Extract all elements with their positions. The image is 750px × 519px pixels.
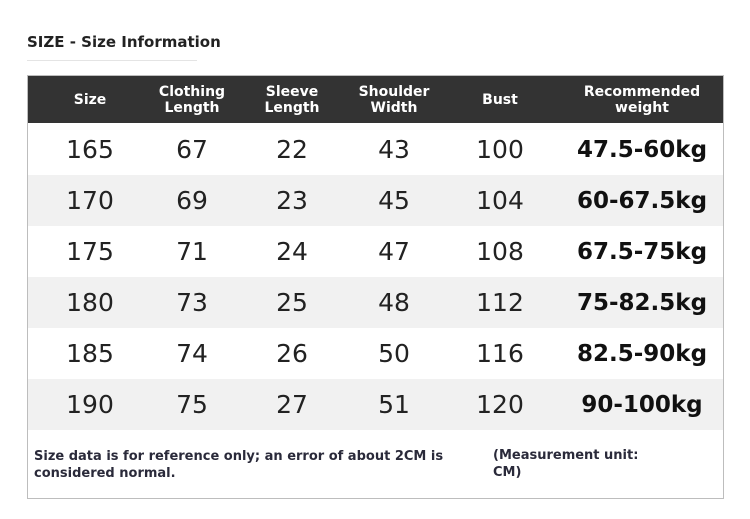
table-cell: 25 <box>276 288 308 317</box>
column-header: Size <box>73 91 107 108</box>
table-cell: 90-100kg <box>581 391 703 418</box>
table-cell: 26 <box>276 339 308 368</box>
table-cell: 75 <box>176 390 208 419</box>
table-row: 185 74 26 50 116 82.5-90kg <box>28 328 723 379</box>
table-row: 175 71 24 47 108 67.5-75kg <box>28 226 723 277</box>
table-cell: 45 <box>378 186 410 215</box>
size-table: Size Clothing Length Sleeve Length Shoulder… <box>27 75 724 499</box>
table-cell: 24 <box>276 237 308 266</box>
table-cell: 165 <box>66 135 114 164</box>
column-header: Shoulder Width <box>358 83 430 116</box>
column-header: Sleeve Length <box>264 83 320 116</box>
table-cell: 82.5-90kg <box>576 340 708 367</box>
table-row: 170 69 23 45 104 60-67.5kg <box>28 175 723 226</box>
table-cell: 27 <box>276 390 308 419</box>
table-cell: 74 <box>176 339 208 368</box>
table-cell: 75-82.5kg <box>576 289 708 316</box>
table-cell: 116 <box>476 339 524 368</box>
table-cell: 23 <box>276 186 308 215</box>
table-cell: 47 <box>378 237 410 266</box>
table-row: 190 75 27 51 120 90-100kg <box>28 379 723 430</box>
title: SIZE - Size Information <box>27 33 221 51</box>
table-row: 180 73 25 48 112 75-82.5kg <box>28 277 723 328</box>
table-cell: 120 <box>476 390 524 419</box>
table-cell: 67 <box>176 135 208 164</box>
table-cell: 67.5-75kg <box>576 238 708 265</box>
table-cell: 71 <box>176 237 208 266</box>
table-cell: 175 <box>66 237 114 266</box>
table-header: Size Clothing Length Sleeve Length Shoulder… <box>28 76 723 123</box>
table-cell: 73 <box>176 288 208 317</box>
table-cell: 60-67.5kg <box>576 187 708 214</box>
table-cell: 48 <box>378 288 410 317</box>
footer-note: Size data is for reference only; an erro… <box>34 449 444 481</box>
table-row: 165 67 22 43 100 47.5-60kg <box>28 124 723 175</box>
table-cell: 112 <box>476 288 524 317</box>
table-cell: 100 <box>476 135 524 164</box>
table-cell: 180 <box>66 288 114 317</box>
table-cell: 170 <box>66 186 114 215</box>
table-cell: 51 <box>378 390 410 419</box>
table-cell: 69 <box>176 186 208 215</box>
divider <box>27 60 197 61</box>
table-cell: 43 <box>378 135 410 164</box>
table-cell: 190 <box>66 390 114 419</box>
column-header: Bust <box>482 91 518 108</box>
table-cell: 185 <box>66 339 114 368</box>
table-cell: 104 <box>476 186 524 215</box>
column-header: Recommended weight <box>583 83 701 116</box>
table-cell: 108 <box>476 237 524 266</box>
table-cell: 47.5-60kg <box>576 136 708 163</box>
footer-unit: (Measurement unit: CM) <box>493 448 639 480</box>
table-cell: 22 <box>276 135 308 164</box>
column-header: Clothing Length <box>158 83 226 116</box>
table-cell: 50 <box>378 339 410 368</box>
